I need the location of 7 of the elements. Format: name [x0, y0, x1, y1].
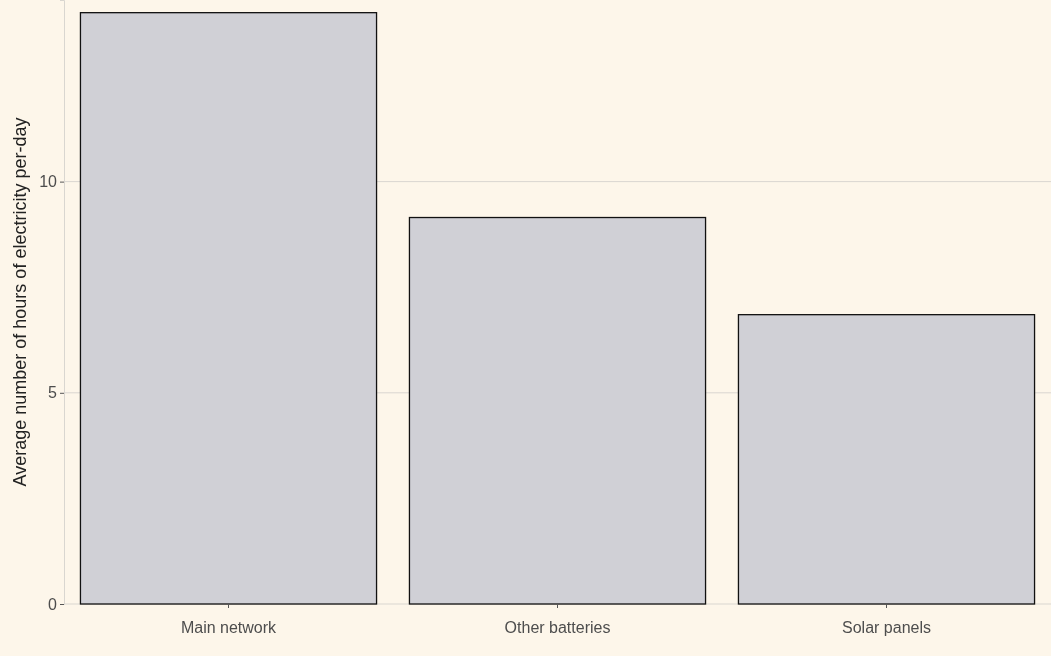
- y-tick-label: 0: [48, 595, 58, 613]
- y-tick-label: 5: [48, 384, 58, 402]
- x-tick-label: Main network: [180, 619, 278, 637]
- x-tick-label: Solar panels: [842, 619, 931, 637]
- x-tick-label: Other batteries: [504, 619, 611, 637]
- y-axis-title: Average number of hours of electricity per-day: [10, 117, 30, 487]
- y-tick-label: 10: [39, 173, 58, 191]
